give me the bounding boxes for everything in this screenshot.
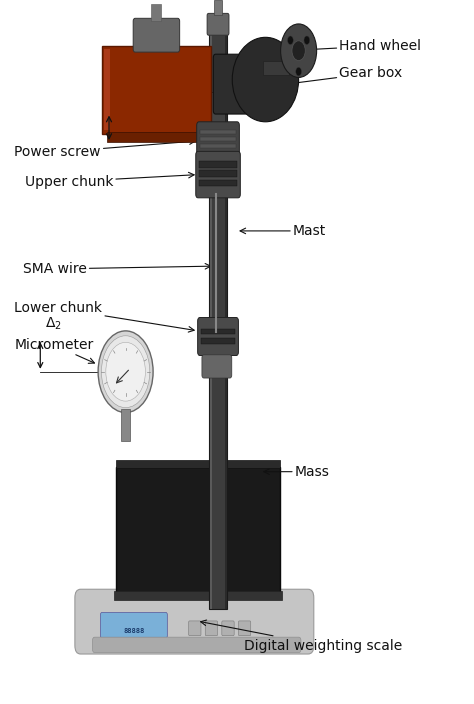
- Bar: [201, 329, 235, 334]
- Bar: [200, 130, 236, 134]
- Bar: [121, 409, 130, 441]
- Circle shape: [304, 36, 310, 44]
- FancyBboxPatch shape: [189, 621, 201, 636]
- Bar: [201, 338, 235, 344]
- Text: Mast: Mast: [240, 224, 326, 238]
- Bar: [116, 467, 280, 597]
- Circle shape: [281, 24, 317, 77]
- FancyBboxPatch shape: [198, 318, 238, 356]
- Bar: [200, 144, 236, 148]
- Bar: [102, 46, 211, 134]
- FancyBboxPatch shape: [197, 122, 239, 160]
- Bar: [107, 132, 209, 142]
- FancyBboxPatch shape: [196, 151, 240, 198]
- Text: Lower chunk: Lower chunk: [14, 301, 194, 332]
- Text: Upper chunk: Upper chunk: [25, 172, 194, 189]
- Circle shape: [106, 342, 146, 401]
- Bar: [225, 23, 227, 609]
- FancyBboxPatch shape: [205, 621, 218, 636]
- Text: Digital weighting scale: Digital weighting scale: [201, 620, 402, 653]
- Text: Micrometer: Micrometer: [14, 338, 94, 363]
- Bar: [104, 49, 110, 130]
- FancyBboxPatch shape: [213, 54, 275, 114]
- Text: Mass: Mass: [264, 465, 330, 479]
- Bar: [151, 4, 161, 21]
- FancyBboxPatch shape: [207, 13, 229, 35]
- Bar: [209, 23, 227, 609]
- Bar: [199, 180, 237, 186]
- FancyBboxPatch shape: [100, 612, 167, 638]
- Text: Hand wheel: Hand wheel: [292, 39, 421, 53]
- Bar: [199, 170, 237, 177]
- Bar: [214, 0, 222, 15]
- FancyBboxPatch shape: [92, 637, 301, 653]
- Bar: [210, 23, 212, 609]
- FancyBboxPatch shape: [202, 355, 232, 378]
- Bar: [199, 161, 237, 168]
- Circle shape: [98, 331, 153, 413]
- Text: $\Delta_2$: $\Delta_2$: [45, 315, 62, 332]
- Circle shape: [296, 68, 301, 76]
- Text: Gear box: Gear box: [287, 66, 402, 86]
- Bar: [116, 460, 280, 468]
- Circle shape: [292, 41, 305, 61]
- FancyBboxPatch shape: [133, 18, 180, 52]
- Text: Power screw: Power screw: [14, 139, 195, 159]
- Circle shape: [288, 36, 293, 44]
- FancyBboxPatch shape: [238, 621, 251, 636]
- Bar: [200, 137, 236, 141]
- Text: 88888: 88888: [124, 629, 145, 634]
- Bar: [206, 92, 225, 123]
- Bar: [114, 591, 282, 600]
- FancyBboxPatch shape: [222, 621, 234, 636]
- Circle shape: [101, 336, 150, 408]
- FancyBboxPatch shape: [75, 589, 314, 654]
- Text: $\Delta_1$: $\Delta_1$: [116, 84, 133, 101]
- Text: SMA wire: SMA wire: [23, 262, 211, 276]
- Bar: [263, 61, 289, 75]
- Ellipse shape: [232, 37, 299, 122]
